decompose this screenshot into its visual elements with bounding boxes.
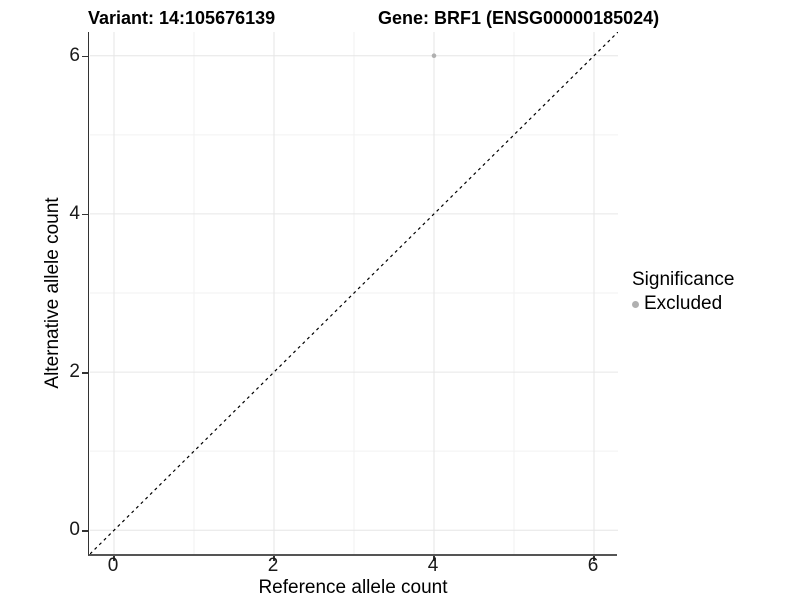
y-tick-label: 4 — [69, 202, 80, 224]
x-tick-mark — [273, 556, 275, 561]
plot-panel — [87, 32, 618, 556]
y-tick-mark — [82, 55, 88, 58]
identity-reference-line — [90, 32, 618, 554]
x-tick-label: 2 — [267, 555, 279, 576]
x-tick-label: 4 — [427, 555, 439, 576]
y-tick-mark — [82, 372, 88, 374]
variant-title: Variant: 14:105676139 — [88, 8, 276, 28]
significance-legend: Significance Excluded — [632, 268, 734, 316]
gene-title: Gene: BRF1 (ENSG00000185024) — [378, 8, 660, 28]
legend-items: Excluded — [632, 292, 734, 316]
x-tick-mark — [433, 556, 435, 561]
x-axis-title: Reference allele count — [258, 577, 448, 598]
y-axis-title: Alternative allele count — [42, 197, 63, 389]
data-point[interactable] — [431, 53, 437, 59]
legend-item-label: Excluded — [644, 293, 723, 314]
legend-title: Significance — [632, 269, 735, 290]
x-tick-label: 0 — [107, 555, 119, 576]
legend-item[interactable]: Excluded — [632, 292, 734, 316]
plot-area — [90, 32, 618, 554]
legend-point-icon — [632, 300, 639, 308]
x-tick-mark — [113, 556, 115, 561]
y-tick-mark — [82, 213, 88, 216]
y-tick-label: 6 — [69, 44, 80, 66]
y-tick-label: 2 — [69, 361, 80, 383]
y-tick-label: 0 — [69, 519, 80, 541]
x-tick-label: 6 — [587, 555, 599, 576]
x-tick-mark — [593, 556, 595, 561]
y-tick-mark — [82, 530, 88, 532]
